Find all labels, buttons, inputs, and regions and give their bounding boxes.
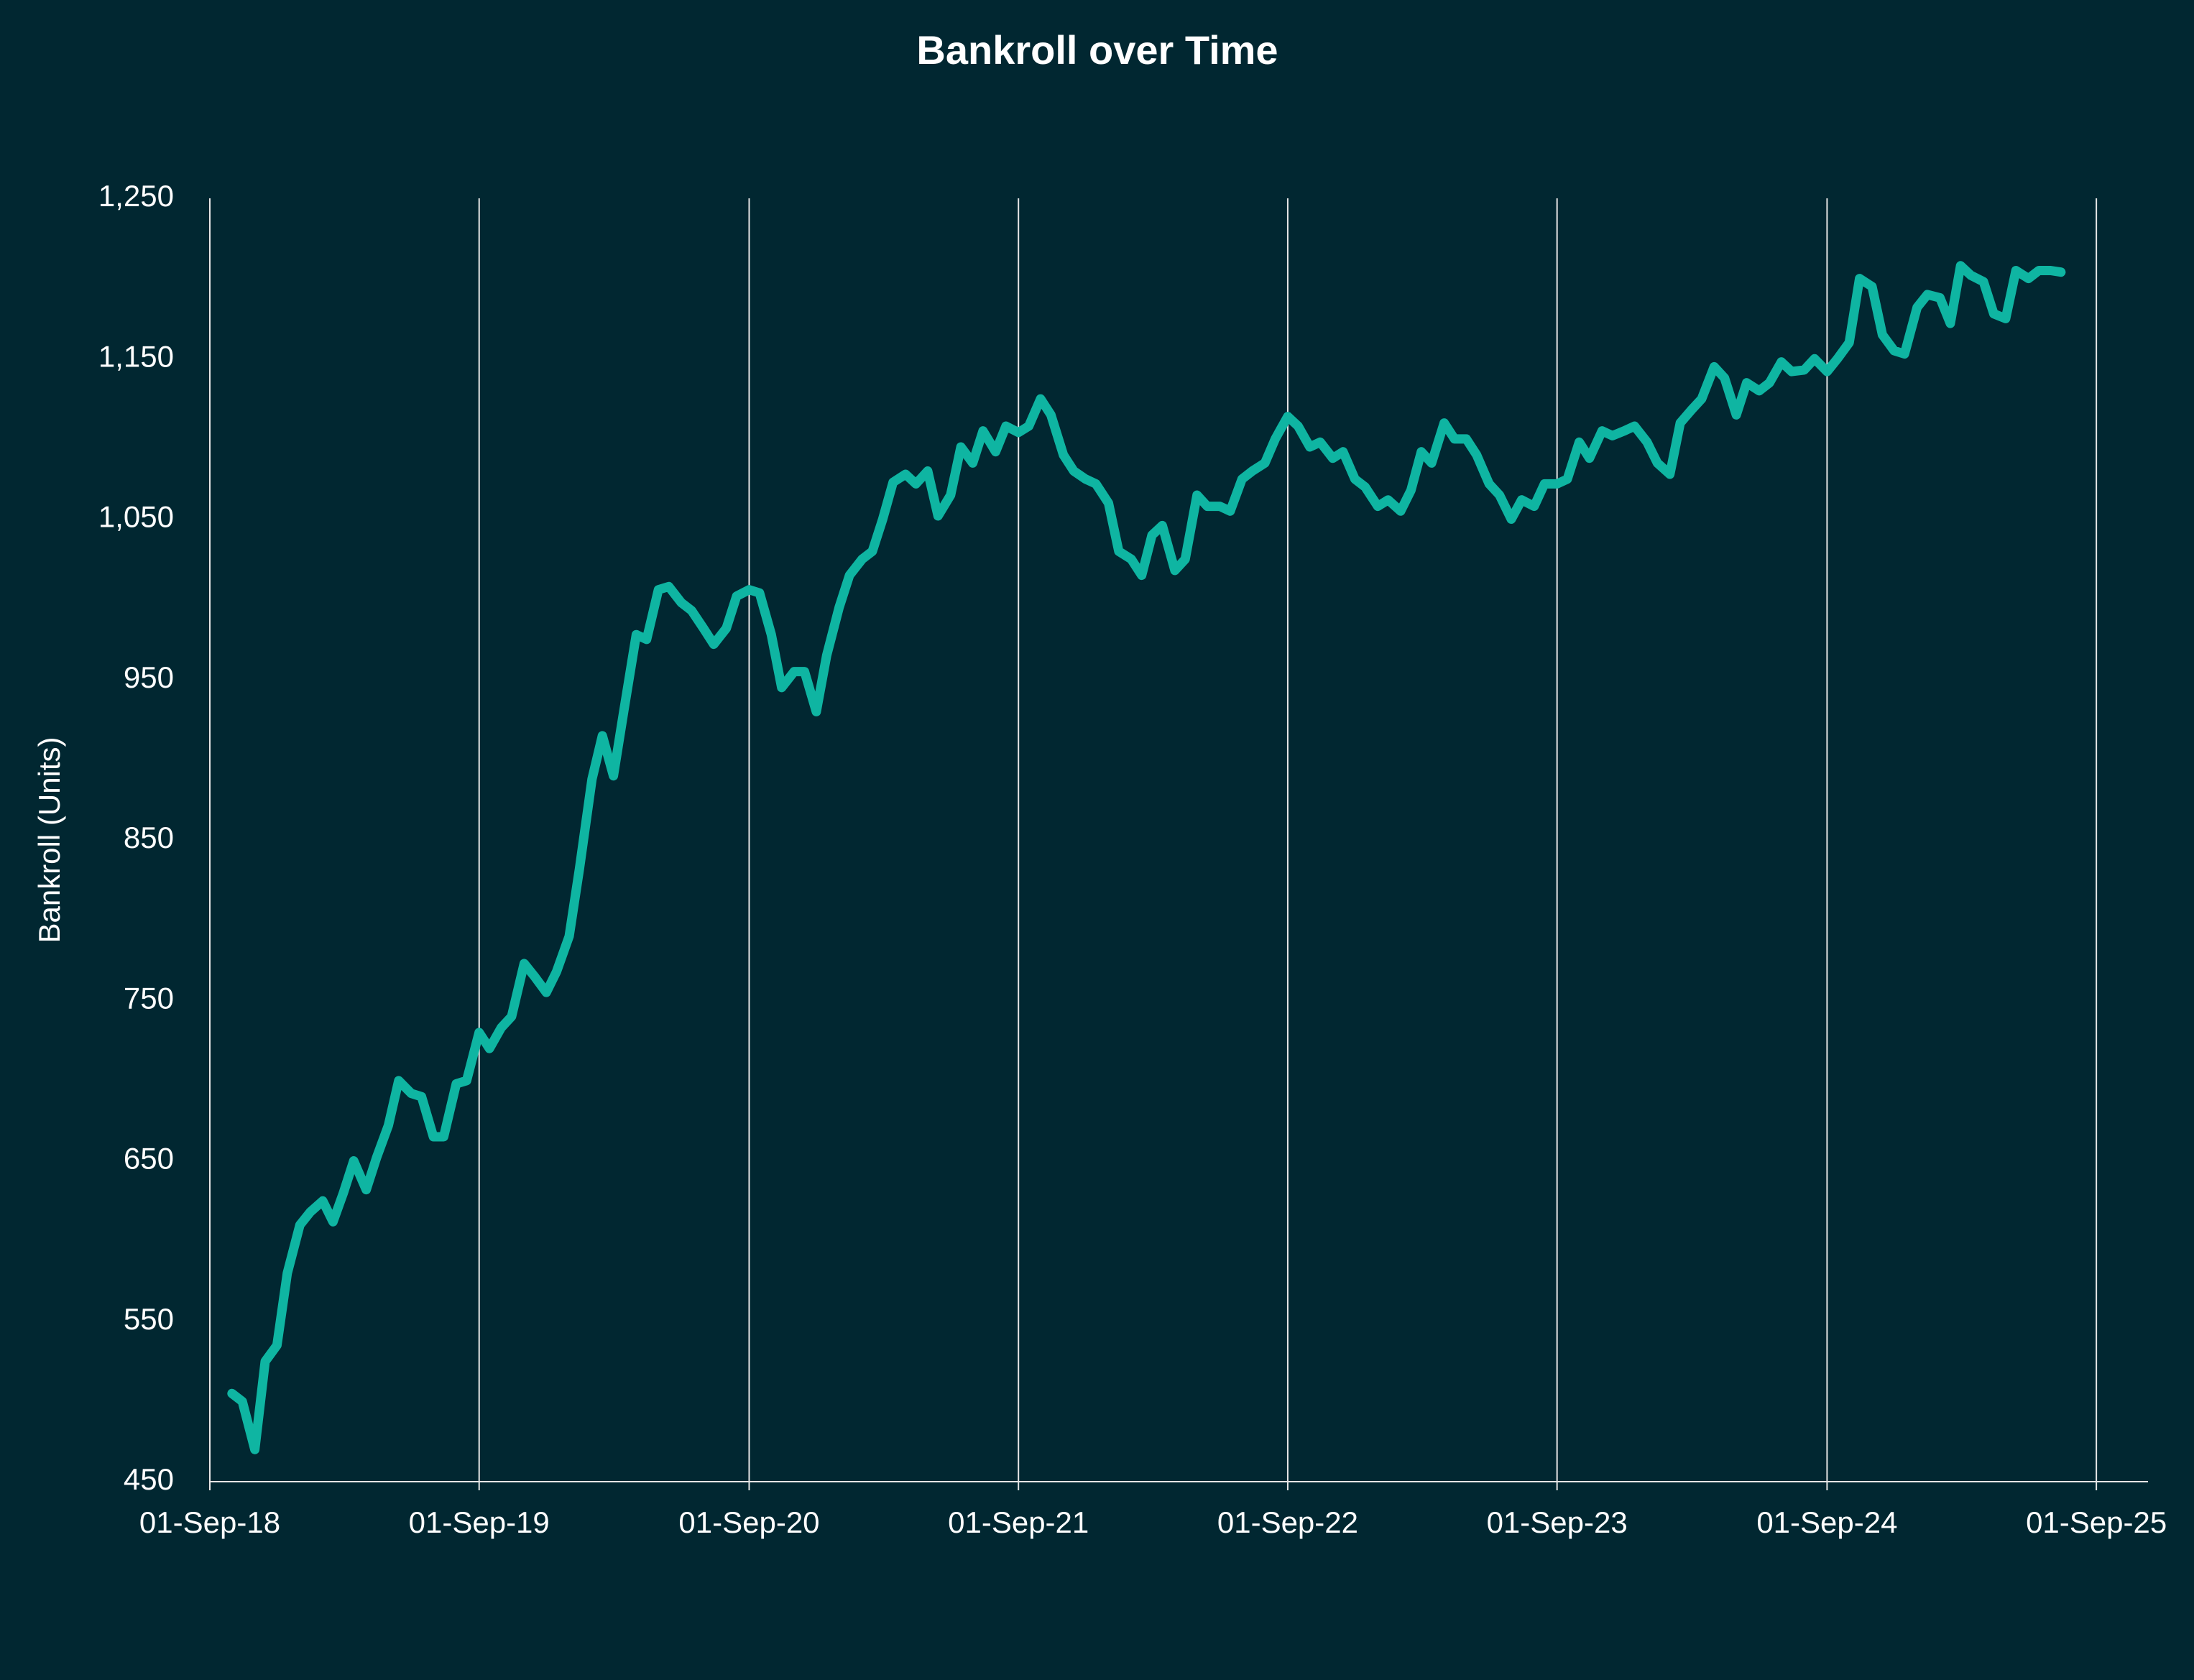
x-tick-label: 01-Sep-23 [1487,1505,1628,1539]
x-tick-label: 01-Sep-19 [409,1505,550,1539]
y-tick-label: 750 [124,981,174,1015]
y-axis-label: Bankroll (Units) [32,737,66,943]
chart-title: Bankroll over Time [916,27,1278,73]
data-line [227,261,2066,1454]
x-tick-label: 01-Sep-25 [2026,1505,2167,1539]
y-tick-label: 1,050 [98,500,174,534]
y-tick-label: 450 [124,1462,174,1496]
y-tick-label: 550 [124,1302,174,1336]
x-tick-label: 01-Sep-24 [1756,1505,1897,1539]
y-tick-label: 1,250 [98,179,174,213]
y-tick-label: 650 [124,1142,174,1176]
x-tick-label: 01-Sep-20 [678,1505,819,1539]
y-tick-label: 850 [124,821,174,854]
x-tick-label: 01-Sep-21 [948,1505,1089,1539]
y-tick-label: 950 [124,660,174,694]
x-tick-label: 01-Sep-22 [1217,1505,1358,1539]
x-tick-label: 01-Sep-18 [139,1505,280,1539]
y-tick-label: 1,150 [98,339,174,373]
